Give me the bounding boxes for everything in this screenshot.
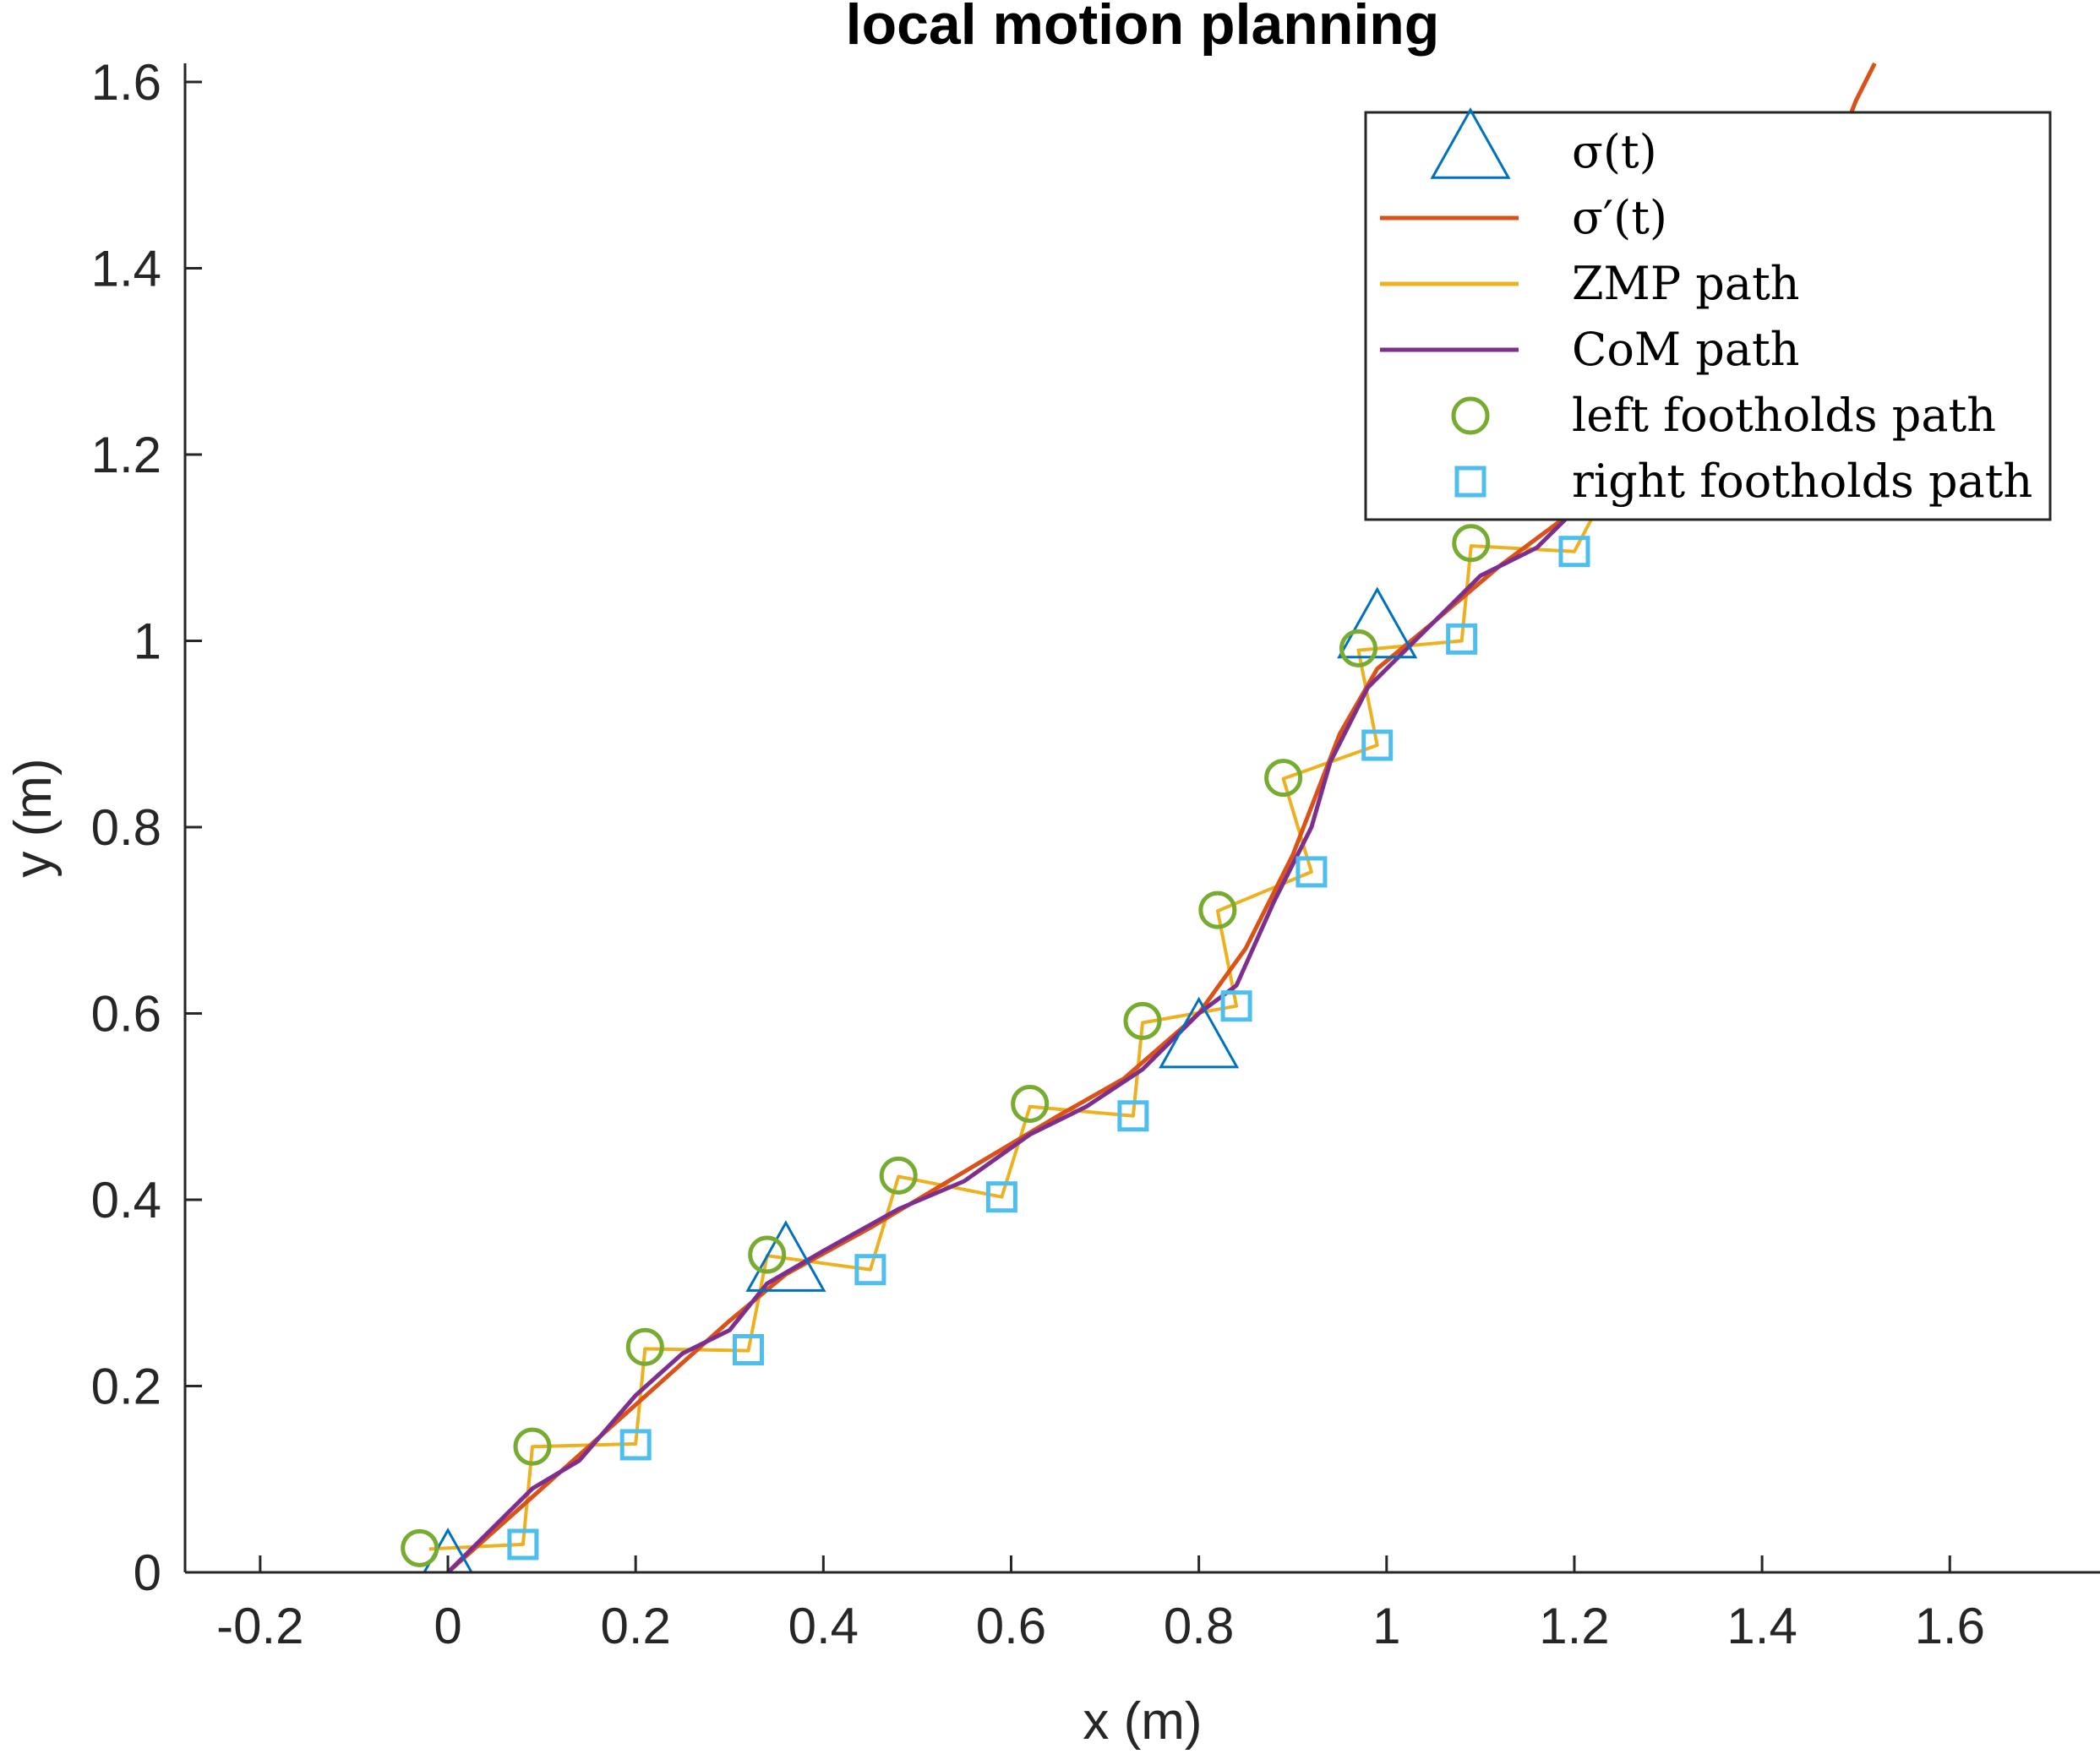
y-tick-label: 0.8 xyxy=(91,799,161,856)
legend: σ(t) σ′(t) ZMP path CoM path left footholds … xyxy=(1364,107,2052,521)
left-footholds-path-point xyxy=(1264,759,1303,798)
y-tick-label: 0.2 xyxy=(91,1359,161,1415)
sigma-point xyxy=(745,1220,826,1292)
right-footholds-path-point xyxy=(1220,990,1252,1022)
sigma-point xyxy=(1159,996,1240,1069)
legend-item-zmp-path: ZMP path xyxy=(1380,257,1800,310)
legend-item-sigma: σ(t) xyxy=(1430,107,1657,179)
x-tick-label: 0.6 xyxy=(976,1598,1046,1654)
x-tick-label: 1.4 xyxy=(1726,1598,1797,1654)
right-footholds-path-point xyxy=(1558,536,1590,568)
series-com-path xyxy=(446,509,1576,1572)
left-footholds-path-point xyxy=(748,1235,787,1274)
right-footholds-path-point xyxy=(1446,623,1478,655)
y-tick-label: 0 xyxy=(134,1544,161,1601)
legend-swatch xyxy=(1454,466,1486,498)
legend-item-right-footholds-path: right footholds path xyxy=(1454,455,2032,508)
legend-label: right footholds path xyxy=(1572,455,2032,508)
x-axis-label: x (m) xyxy=(1083,1692,1202,1751)
legend-box xyxy=(1364,111,2052,521)
x-tick-label: 0 xyxy=(434,1598,461,1654)
left-footholds-path-point xyxy=(1123,1001,1162,1040)
right-footholds-path-point xyxy=(619,1429,652,1461)
legend-item-com-path: CoM path xyxy=(1380,323,1800,376)
series-right-footholds-path xyxy=(507,536,1590,1561)
y-tick-label: 1 xyxy=(134,613,161,670)
right-footholds-path-point xyxy=(985,1181,1017,1213)
com-path-line xyxy=(446,509,1576,1572)
left-footholds-path-point xyxy=(625,1327,664,1366)
left-footholds-path-point xyxy=(1452,524,1491,563)
y-tick-label: 0.4 xyxy=(91,1172,161,1228)
legend-swatch xyxy=(1430,107,1511,179)
legend-label: ZMP path xyxy=(1572,257,1800,310)
legend-label: left footholds path xyxy=(1572,389,1996,442)
x-tick-label: 0.8 xyxy=(1164,1598,1234,1654)
x-tick-label: 0.2 xyxy=(600,1598,670,1654)
legend-swatch xyxy=(1451,396,1490,435)
y-tick-label: 1.4 xyxy=(91,241,161,297)
x-tick-label: 1 xyxy=(1372,1598,1400,1654)
axes: -0.2 0 0.2 0.4 0.6 0.8 1 1.2 1.4 1.6 0 0.2 0.4 0.6 0.… xyxy=(91,54,2100,1654)
y-ticks: 0 0.2 0.4 0.6 0.8 1 1.2 1.4 1.6 xyxy=(91,54,202,1601)
x-ticks: -0.2 0 0.2 0.4 0.6 0.8 1 1.2 1.4 1.6 xyxy=(216,1555,1985,1654)
sigma-point xyxy=(1337,586,1418,659)
series-zmp-path xyxy=(428,444,1633,1551)
chart-title: local motion planning xyxy=(846,0,1440,57)
right-footholds-path-point xyxy=(732,1334,764,1366)
right-footholds-path-point xyxy=(507,1528,539,1561)
x-tick-label: 1.6 xyxy=(1915,1598,1985,1654)
left-footholds-path-point xyxy=(513,1427,552,1466)
right-footholds-path-point xyxy=(1117,1100,1149,1132)
right-footholds-path-point xyxy=(854,1254,886,1286)
left-footholds-path-point xyxy=(1339,629,1377,667)
legend-label: CoM path xyxy=(1572,323,1800,376)
left-footholds-path-point xyxy=(879,1156,918,1195)
series-left-footholds-path xyxy=(401,524,1491,1567)
left-footholds-path-point xyxy=(1198,891,1237,929)
legend-item-left-footholds-path: left footholds path xyxy=(1451,389,1996,442)
left-footholds-path-point xyxy=(1011,1084,1050,1123)
legend-item-sigma-prime: σ′(t) xyxy=(1380,191,1667,244)
right-footholds-path-point xyxy=(1361,729,1394,761)
x-tick-label: -0.2 xyxy=(216,1598,303,1654)
zmp-path-line xyxy=(428,444,1633,1551)
right-footholds-path-point xyxy=(1295,856,1328,888)
legend-label: σ′(t) xyxy=(1572,191,1667,244)
y-tick-label: 1.2 xyxy=(91,427,161,483)
x-tick-label: 0.4 xyxy=(788,1598,859,1654)
x-tick-label: 1.2 xyxy=(1539,1598,1609,1654)
y-tick-label: 1.6 xyxy=(91,54,161,111)
y-tick-label: 0.6 xyxy=(91,986,161,1043)
legend-label: σ(t) xyxy=(1572,125,1657,178)
left-footholds-path-point xyxy=(401,1528,439,1567)
y-axis-label: y (m) xyxy=(4,758,63,877)
